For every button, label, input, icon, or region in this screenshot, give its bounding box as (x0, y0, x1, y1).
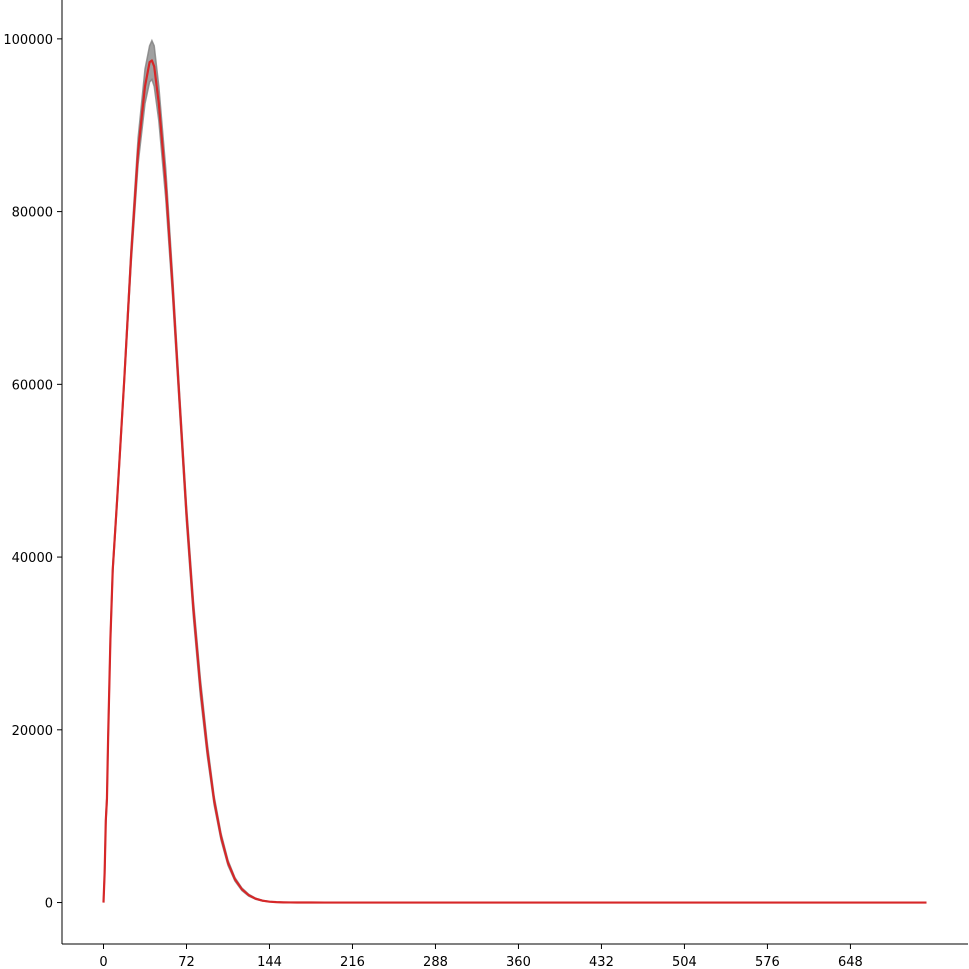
x-tick-label: 576 (755, 955, 780, 969)
x-tick-label: 648 (838, 955, 863, 969)
y-tick-label: 40000 (12, 551, 53, 566)
x-tick-label: 216 (340, 955, 365, 969)
series-line-layer (102, 59, 927, 904)
x-tick-label: 432 (589, 955, 614, 969)
y-tick-label: 80000 (12, 206, 53, 221)
x-tick-label: 360 (506, 955, 531, 969)
x-tick-label: 72 (178, 955, 195, 969)
x-axis-ticks: 0 72 144 216 288 360 432 504 576 648 (99, 944, 863, 969)
y-tick-label: 100000 (3, 33, 53, 48)
ensemble-band-layer (102, 38, 927, 904)
y-tick-label: 60000 (12, 378, 53, 393)
x-tick-label: 288 (423, 955, 448, 969)
x-tick-label: 504 (672, 955, 697, 969)
y-axis-ticks: 0 20000 40000 60000 80000 100000 (3, 33, 62, 912)
x-tick-label: 0 (99, 955, 107, 969)
y-tick-label: 20000 (12, 724, 53, 739)
y-tick-label: 0 (45, 897, 53, 912)
x-tick-label: 144 (257, 955, 282, 969)
series-line-0 (102, 59, 927, 904)
ensemble-band (102, 38, 927, 904)
